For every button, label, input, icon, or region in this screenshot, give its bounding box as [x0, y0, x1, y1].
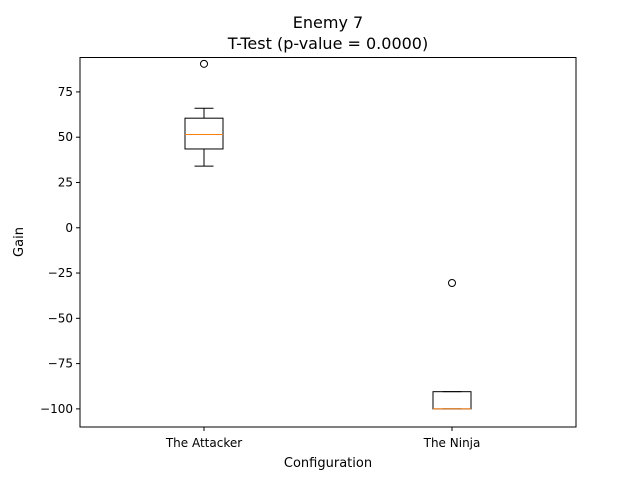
y-axis-label: Gain — [12, 227, 27, 257]
axes-frame — [79, 57, 577, 428]
box-iqr — [184, 117, 224, 150]
y-tick-label: −25 — [48, 266, 73, 280]
outlier-point — [200, 59, 208, 68]
x-tick-label: The Attacker — [165, 436, 242, 450]
box-iqr — [432, 391, 472, 410]
y-tick-label: 0 — [65, 221, 73, 235]
chart-subtitle: T-Test (p-value = 0.0000) — [227, 34, 428, 53]
y-tick-label: −50 — [48, 311, 73, 325]
y-tick-label: 50 — [58, 130, 73, 144]
outlier-point — [448, 279, 456, 288]
x-axis-label: Configuration — [284, 456, 372, 471]
y-tick-label: 75 — [58, 85, 73, 99]
x-tick-label: The Ninja — [423, 436, 481, 450]
y-tick-label: −100 — [40, 402, 73, 416]
chart-title: Enemy 7 — [293, 13, 363, 32]
y-tick-label: 25 — [58, 175, 73, 189]
plot-area: −100 −75 −50 −25 0 25 50 75 The Attacker The Ninj… — [40, 59, 481, 450]
y-tick-label: −75 — [48, 357, 73, 371]
